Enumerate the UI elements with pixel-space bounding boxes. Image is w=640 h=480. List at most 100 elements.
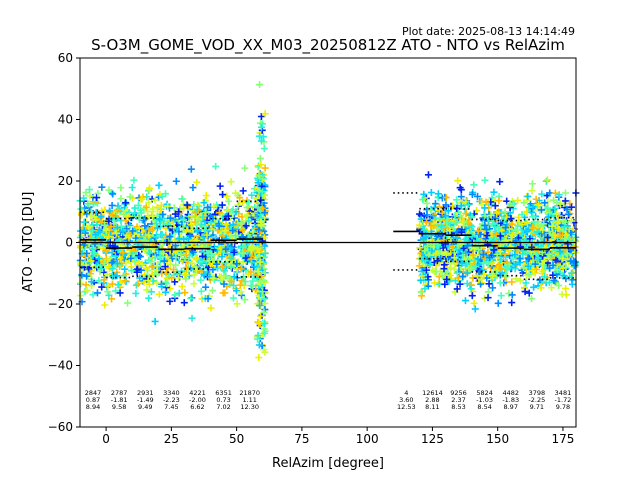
bin-mean-label: 2.88: [425, 396, 439, 404]
scatter-point: [489, 220, 497, 228]
scatter-point: [95, 255, 103, 263]
scatter-point: [91, 231, 99, 239]
scatter-point: [539, 267, 547, 275]
x-axis: 0 25 50 75 100 125 150 175: [102, 427, 574, 446]
scatter-point: [495, 261, 503, 269]
scatter-point: [193, 205, 201, 213]
bin-mean-label: -2.25: [528, 396, 545, 404]
scatter-point: [259, 120, 267, 128]
y-tick-label: −60: [48, 420, 73, 434]
scatter-point: [463, 280, 471, 288]
scatter-point: [86, 192, 94, 200]
scatter-point: [175, 274, 183, 282]
scatter-point: [540, 220, 548, 228]
scatter-point: [566, 200, 574, 208]
scatter-point: [104, 282, 112, 290]
scatter-point: [189, 184, 197, 192]
scatter-point: [483, 274, 491, 282]
scatter-point: [249, 277, 257, 285]
scatter-point: [105, 263, 113, 271]
scatter-point: [561, 218, 569, 226]
scatter-point: [571, 248, 579, 256]
bin-mean-label: -1.72: [555, 396, 572, 404]
scatter-point: [85, 240, 93, 248]
scatter-point: [508, 291, 516, 299]
scatter-point: [83, 272, 91, 280]
scatter-point: [229, 221, 237, 229]
scatter-point: [156, 222, 164, 230]
scatter-point: [136, 253, 144, 261]
scatter-point: [495, 197, 503, 205]
scatter-point: [146, 249, 154, 257]
scatter-point: [543, 176, 551, 184]
scatter-point: [468, 292, 476, 300]
scatter-point: [551, 232, 559, 240]
scatter-point: [168, 274, 176, 282]
scatter-point: [514, 196, 522, 204]
scatter-point: [257, 161, 265, 169]
scatter-point: [419, 271, 427, 279]
scatter-point: [78, 237, 86, 245]
scatter-point: [446, 271, 454, 279]
bin-sd-label: 8.54: [477, 403, 491, 411]
scatter-point: [522, 279, 530, 287]
scatter-point: [233, 300, 241, 308]
scatter-point: [442, 201, 450, 209]
scatter-point: [423, 199, 431, 207]
scatter-point: [468, 190, 476, 198]
scatter-point: [261, 269, 269, 277]
scatter-point: [508, 278, 516, 286]
scatter-point: [534, 200, 542, 208]
scatter-point: [145, 184, 153, 192]
scatter-point: [500, 216, 508, 224]
scatter-point: [260, 329, 268, 337]
scatter-point: [489, 284, 497, 292]
scatter-point: [545, 279, 553, 287]
scatter-point: [518, 230, 526, 238]
scatter-point: [190, 280, 198, 288]
scatter-point: [446, 264, 454, 272]
scatter-point: [183, 201, 191, 209]
scatter-point: [138, 195, 146, 203]
scatter-point: [164, 202, 172, 210]
scatter-point: [229, 206, 237, 214]
scatter-point: [151, 254, 159, 262]
scatter-point: [239, 249, 247, 257]
scatter-point: [113, 260, 121, 268]
scatter-point: [105, 217, 113, 225]
scatter-point: [550, 218, 558, 226]
scatter-point: [145, 256, 153, 264]
scatter-point: [462, 210, 470, 218]
scatter-point: [519, 250, 527, 258]
x-tick-label: 0: [102, 432, 110, 446]
scatter-point: [156, 215, 164, 223]
bin-count-label: 3798: [529, 389, 546, 397]
scatter-point: [528, 187, 536, 195]
scatter-point: [440, 261, 448, 269]
scatter-point: [546, 264, 554, 272]
bin-count-label: 2847: [85, 389, 102, 397]
scatter-point: [202, 283, 210, 291]
scatter-point: [490, 269, 498, 277]
scatter-point: [523, 219, 531, 227]
scatter-point: [188, 259, 196, 267]
scatter-point: [119, 227, 127, 235]
scatter-point: [431, 204, 439, 212]
scatter-point: [511, 251, 519, 259]
scatter-point: [494, 299, 502, 307]
scatter-point: [171, 210, 179, 218]
scatter-point: [180, 299, 188, 307]
scatter-point: [528, 266, 536, 274]
x-tick-label: 100: [356, 432, 379, 446]
scatter-point: [77, 279, 85, 287]
scatter-point: [545, 250, 553, 258]
scatter-point: [180, 216, 188, 224]
scatter-point: [171, 291, 179, 299]
scatter-point: [208, 225, 216, 233]
scatter-point: [467, 264, 475, 272]
scatter-point: [84, 200, 92, 208]
scatter-point: [261, 209, 269, 217]
scatter-point: [442, 250, 450, 258]
scatter-point: [496, 232, 504, 240]
bin-mean-label: 0.73: [216, 396, 230, 404]
